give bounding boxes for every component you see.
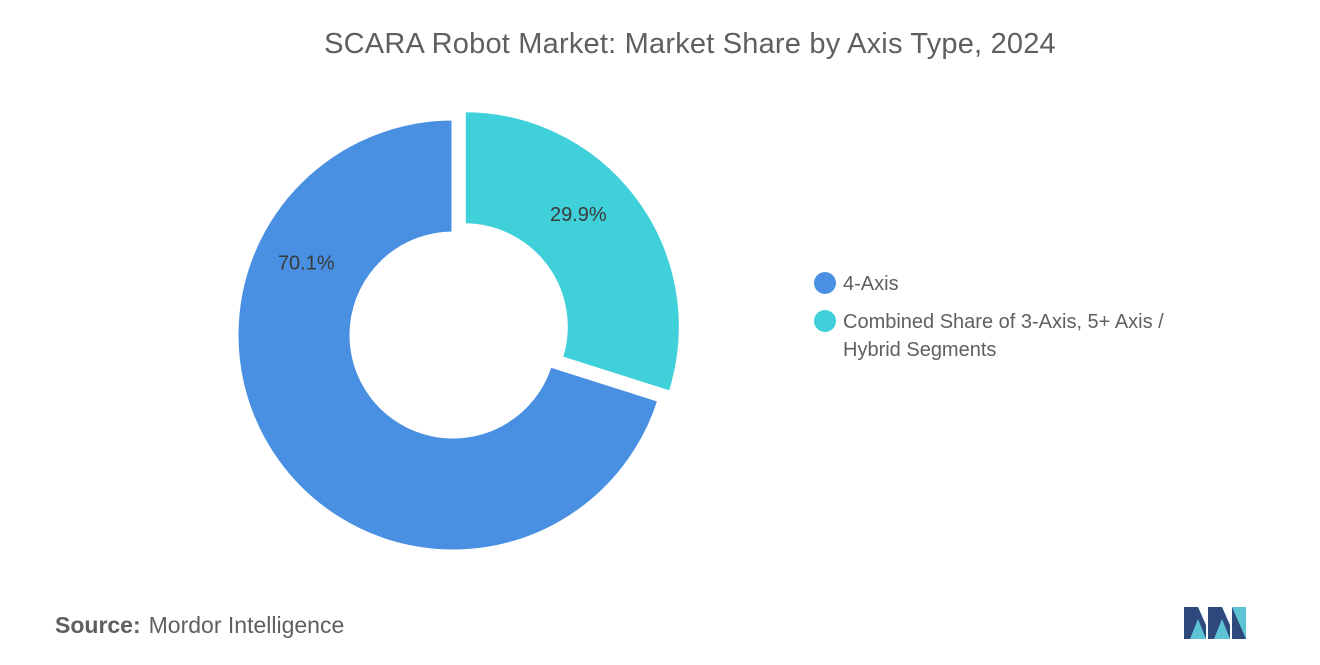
donut-slices <box>235 109 682 553</box>
legend-label-combined-share: Combined Share of 3-Axis, 5+ Axis / Hybr… <box>843 311 1164 361</box>
mordor-intelligence-logo-icon <box>1184 607 1246 639</box>
donut-value-labels: 70.1% 29.9% <box>278 204 607 274</box>
source-note: Source: Mordor Intelligence <box>55 612 344 639</box>
legend-swatch-combined-share <box>814 310 836 332</box>
source-value: Mordor Intelligence <box>148 612 345 638</box>
chart-legend: 4-Axis Combined Share of 3-Axis, 5+ Axis… <box>814 270 1214 374</box>
source-key: Source: <box>55 612 141 638</box>
value-label-combined-share: 29.9% <box>550 204 607 226</box>
donut-slice-4-axis[interactable] <box>235 117 661 553</box>
legend-item-combined-share[interactable]: Combined Share of 3-Axis, 5+ Axis / Hybr… <box>814 308 1214 364</box>
value-label-4-axis: 70.1% <box>278 252 335 274</box>
chart-title: SCARA Robot Market: Market Share by Axis… <box>324 28 1056 60</box>
legend-swatch-4-axis <box>814 272 836 294</box>
donut-slice-combined-share[interactable] <box>462 109 682 395</box>
legend-item-4-axis[interactable]: 4-Axis <box>814 270 1214 298</box>
legend-label-4-axis: 4-Axis <box>843 273 899 295</box>
